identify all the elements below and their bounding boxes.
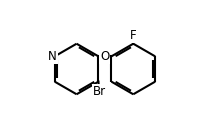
Text: F: F bbox=[130, 29, 137, 42]
Text: N: N bbox=[48, 50, 57, 63]
Text: O: O bbox=[100, 50, 110, 63]
Text: Br: Br bbox=[93, 85, 106, 98]
